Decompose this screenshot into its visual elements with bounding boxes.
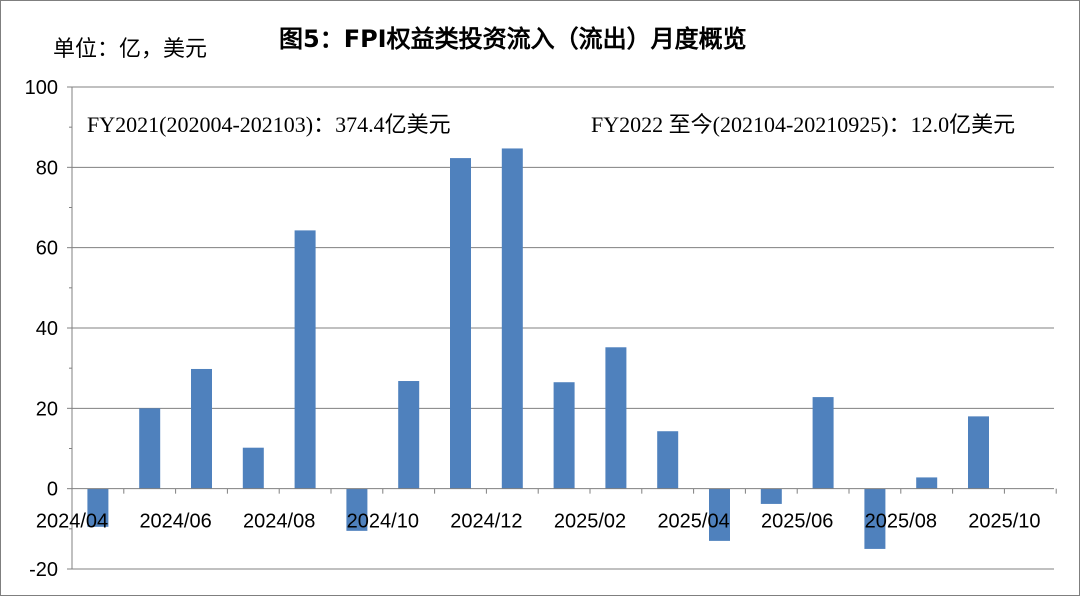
x-tick-label: 2024/06 bbox=[139, 511, 211, 533]
x-tick-label: 2025/08 bbox=[865, 511, 937, 533]
y-tick-label: 0 bbox=[47, 479, 58, 501]
bar-2024/11 bbox=[450, 158, 471, 489]
y-tick-label: 20 bbox=[36, 398, 58, 420]
annotation-fy2022: FY2022 至今(202104-20210925)：12.0亿美元 bbox=[591, 112, 1016, 137]
bar-2024/10 bbox=[398, 381, 420, 489]
x-tick-label: 2024/12 bbox=[450, 511, 522, 533]
unit-label: 单位：亿，美元 bbox=[53, 37, 208, 62]
chart-title: 图5：FPI权益类投资流入（流出）月度概览 bbox=[279, 25, 747, 53]
bar-2024/08 bbox=[294, 230, 316, 489]
bar-2025/06 bbox=[812, 397, 834, 489]
x-tick-label: 2025/10 bbox=[968, 511, 1040, 533]
x-tick-label: 2025/04 bbox=[657, 511, 729, 533]
annotation-fy2021: FY2021(202004-202103)：374.4亿美元 bbox=[87, 112, 451, 137]
bar-2025/04 bbox=[709, 488, 730, 541]
y-tick-label: -20 bbox=[29, 559, 58, 581]
y-tick-label: 60 bbox=[36, 238, 58, 260]
bar-2025/07 bbox=[864, 488, 886, 549]
bar-2025/03 bbox=[657, 431, 679, 489]
y-tick-label: 80 bbox=[36, 157, 58, 179]
bar-2024/06 bbox=[191, 368, 212, 489]
bar-2025/01 bbox=[553, 382, 575, 489]
bar-2024/09 bbox=[346, 488, 368, 531]
bar-2024/07 bbox=[242, 447, 264, 489]
bar-2025/08 bbox=[916, 477, 938, 489]
bar-2025/09 bbox=[968, 416, 989, 489]
bar-2024/04 bbox=[87, 488, 109, 527]
bar-2025/05 bbox=[760, 488, 782, 504]
x-tick-label: 2024/10 bbox=[347, 511, 419, 533]
bar-2024/12 bbox=[501, 148, 523, 489]
x-tick-label: 2025/02 bbox=[554, 511, 626, 533]
x-tick-label: 2025/06 bbox=[761, 511, 833, 533]
bar-2025/02 bbox=[605, 347, 627, 489]
y-tick-label: 100 bbox=[25, 77, 58, 99]
bar-2024/05 bbox=[139, 408, 161, 489]
x-tick-label: 2024/04 bbox=[36, 511, 108, 533]
x-tick-label: 2024/08 bbox=[243, 511, 315, 533]
y-tick-label: 40 bbox=[36, 318, 58, 340]
